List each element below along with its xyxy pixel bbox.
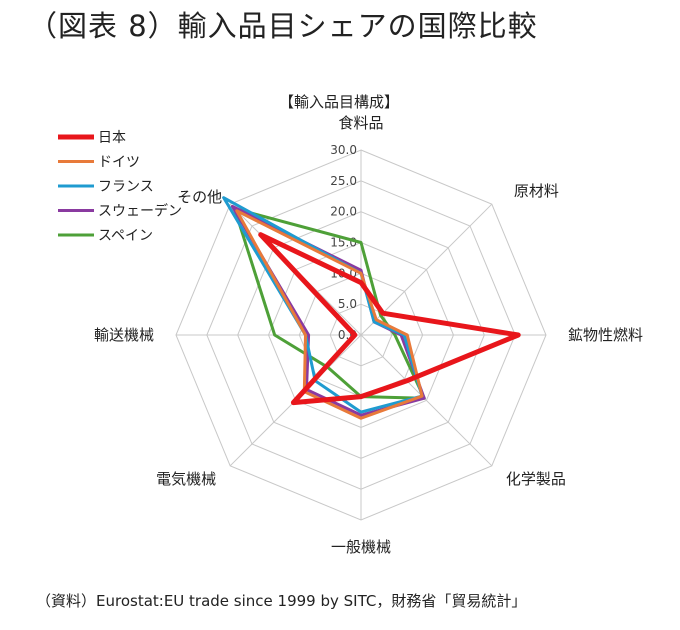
axis-label: 食料品 [338, 114, 383, 132]
tick-label: 20.0 [330, 205, 357, 219]
legend-label: スペイン [98, 228, 153, 244]
axis-label: 一般機械 [331, 538, 391, 556]
legend-label: 日本 [98, 130, 126, 146]
grid-spoke [360, 334, 493, 467]
axis-label: 輸送機械 [94, 326, 154, 344]
series-line [222, 196, 424, 414]
axis-label: その他 [177, 188, 222, 206]
series-line [235, 209, 424, 420]
legend-label: フランス [98, 179, 154, 195]
figure-title: （図表 8）輸入品目シェアの国際比較 [28, 9, 538, 43]
legend-label: ドイツ [98, 155, 140, 171]
source-note: （資料）Eurostat:EU trade since 1999 by SITC… [36, 592, 527, 610]
tick-label: 25.0 [330, 174, 357, 188]
axis-label: 電気機械 [156, 470, 216, 488]
axis-label: 鉱物性燃料 [568, 326, 643, 344]
chart-title: 【輸入品目構成】 [279, 93, 399, 111]
series-line [258, 232, 521, 406]
legend-label: スウェーデン [98, 203, 182, 220]
tick-label: 30.0 [330, 143, 357, 157]
axis-label: 化学製品 [506, 470, 566, 488]
tick-label: 5.0 [338, 297, 357, 311]
axis-label: 原材料 [514, 182, 559, 200]
